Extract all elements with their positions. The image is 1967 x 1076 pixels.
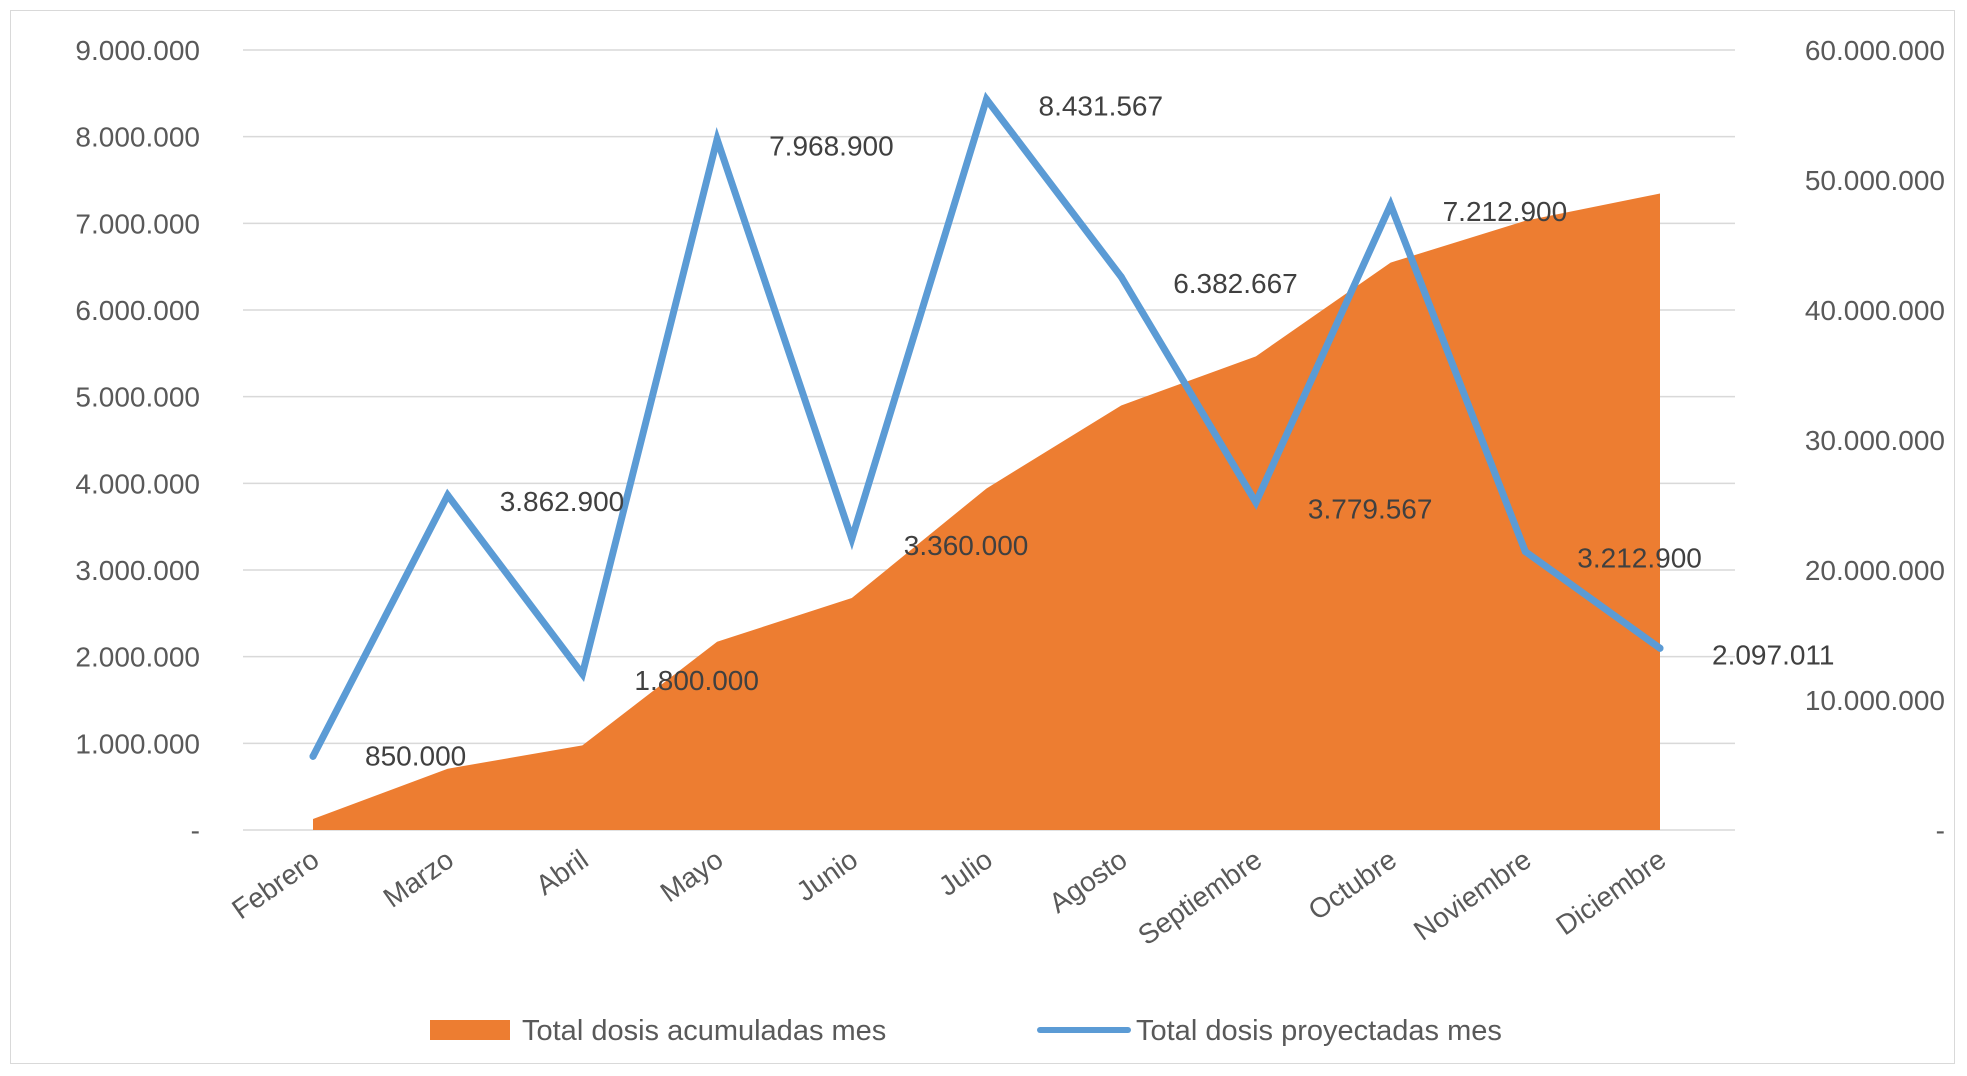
- x-tick-label: Julio: [933, 844, 998, 902]
- legend-label-acumuladas: Total dosis acumuladas mes: [522, 1015, 886, 1047]
- line-point: [1387, 201, 1395, 209]
- x-tick-label: Septiembre: [1132, 844, 1267, 952]
- x-tick-label: Octubre: [1303, 844, 1402, 927]
- data-label: 850.000: [365, 740, 466, 771]
- y-left-tick-label: 1.000.000: [75, 728, 200, 759]
- y-left-tick-label: 3.000.000: [75, 555, 200, 586]
- y-left-tick-label: 6.000.000: [75, 295, 200, 326]
- x-tick-label: Junio: [791, 844, 864, 908]
- y-left-tick-label: 7.000.000: [75, 208, 200, 239]
- y-left-tick-label: 8.000.000: [75, 122, 200, 153]
- x-tick-label: Diciembre: [1550, 844, 1671, 942]
- y-left-tick-label: 5.000.000: [75, 382, 200, 413]
- y-left-tick-label: 4.000.000: [75, 468, 200, 499]
- y-right-tick-label: 10.000.000: [1805, 685, 1945, 716]
- y-right-tick-label: 60.000.000: [1805, 35, 1945, 66]
- x-tick-label: Noviembre: [1408, 844, 1537, 947]
- y-right-tick-label: -: [1936, 815, 1945, 846]
- data-label: 3.360.000: [904, 530, 1029, 561]
- legend-label-proyectadas: Total dosis proyectadas mes: [1136, 1015, 1502, 1047]
- y-right-tick-label: 20.000.000: [1805, 555, 1945, 586]
- data-labels: 850.000 3.862.900 1.800.000 7.968.900 3.360.…: [365, 90, 1835, 771]
- line-point: [309, 752, 317, 760]
- legend-swatch-acumuladas: [430, 1020, 510, 1040]
- data-label: 3.779.567: [1308, 493, 1433, 524]
- y-left-tick-label: 9.000.000: [75, 35, 200, 66]
- line-point: [713, 135, 721, 143]
- line-point: [444, 491, 452, 499]
- legend: Total dosis acumuladas mes Total dosis pr…: [430, 1015, 1502, 1047]
- data-label: 8.431.567: [1039, 90, 1164, 121]
- line-point: [1117, 273, 1125, 281]
- line-series: [309, 91, 1664, 760]
- y-left-tick-label: 2.000.000: [75, 642, 200, 673]
- data-label: 2.097.011: [1712, 639, 1835, 670]
- x-tick-label: Agosto: [1043, 844, 1132, 919]
- x-tick-label: Febrero: [226, 844, 324, 926]
- line-point: [1521, 548, 1529, 556]
- x-tick-label: Abril: [530, 844, 594, 902]
- line-point: [983, 95, 990, 103]
- y-right-tick-label: 30.000.000: [1805, 425, 1945, 456]
- x-tick-label: Mayo: [655, 844, 729, 909]
- y-left-tick-label: -: [191, 815, 200, 846]
- data-label: 3.212.900: [1577, 543, 1702, 574]
- data-label: 7.212.900: [1443, 196, 1568, 227]
- data-label: 1.800.000: [634, 665, 759, 696]
- data-label: 7.968.900: [769, 130, 894, 161]
- y-right-tick-label: 50.000.000: [1805, 165, 1945, 196]
- data-label: 6.382.667: [1173, 268, 1298, 299]
- data-label: 3.862.900: [500, 486, 625, 517]
- line-point: [1656, 644, 1664, 652]
- y-right-tick-label: 40.000.000: [1805, 295, 1945, 326]
- line-point: [578, 670, 586, 678]
- line-point: [848, 535, 856, 543]
- x-tick-label: Marzo: [378, 844, 460, 914]
- line-point: [1252, 498, 1260, 506]
